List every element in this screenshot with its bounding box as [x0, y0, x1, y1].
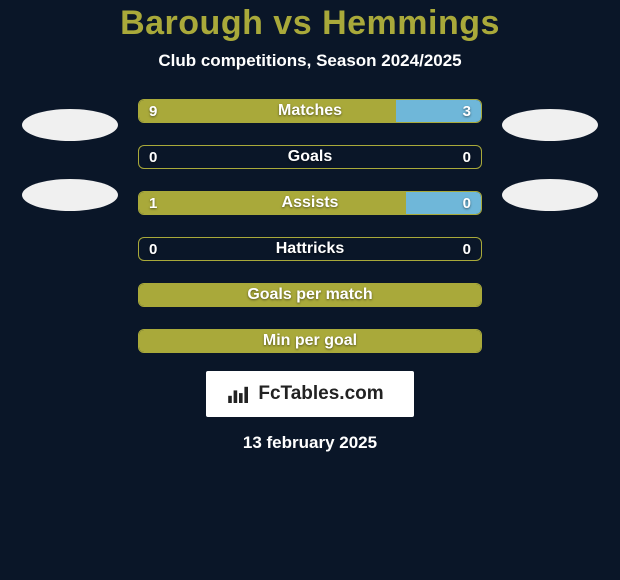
stat-bar-label: Hattricks — [139, 238, 481, 260]
stat-bar: Hattricks0 0 — [138, 237, 482, 261]
page-title: Barough vs Hemmings — [120, 4, 500, 43]
player-silhouette — [20, 103, 120, 147]
comparison-card: Barough vs Hemmings Club competitions, S… — [0, 0, 620, 580]
stat-bar-label: Goals — [139, 146, 481, 168]
stat-bar: Assists10 — [138, 191, 482, 215]
stat-bar-left-segment — [139, 330, 481, 352]
stat-bar: Goals0 0 — [138, 145, 482, 169]
stat-bar-left-segment — [139, 192, 406, 214]
stat-bar-left-value: 0 — [149, 238, 157, 260]
player-silhouette — [20, 173, 120, 217]
chart-bars-icon — [228, 385, 250, 403]
brand-badge: FcTables.com — [206, 371, 413, 417]
stat-bar-right-segment — [406, 192, 481, 214]
stat-bar: Goals per match — [138, 283, 482, 307]
player-silhouette — [500, 173, 600, 217]
stat-bar-left-segment — [139, 284, 481, 306]
brand-text: FcTables.com — [258, 383, 383, 405]
subtitle: Club competitions, Season 2024/2025 — [158, 51, 461, 71]
stat-bar-right-value: 0 — [463, 146, 471, 168]
stat-bar-right-segment — [396, 100, 482, 122]
comparison-body: Matches93Goals00Assists10Hattricks00Goal… — [0, 99, 620, 353]
stat-bars: Matches93Goals00Assists10Hattricks00Goal… — [138, 99, 482, 353]
stat-bar-right-value: 0 — [463, 238, 471, 260]
stat-bar-left-value: 0 — [149, 146, 157, 168]
stat-bar-left-segment — [139, 100, 396, 122]
right-player-silhouettes — [500, 99, 600, 217]
stat-bar: Min per goal — [138, 329, 482, 353]
left-player-silhouettes — [20, 99, 120, 217]
date-label: 13 february 2025 — [243, 433, 377, 453]
stat-bar: Matches93 — [138, 99, 482, 123]
player-silhouette — [500, 103, 600, 147]
